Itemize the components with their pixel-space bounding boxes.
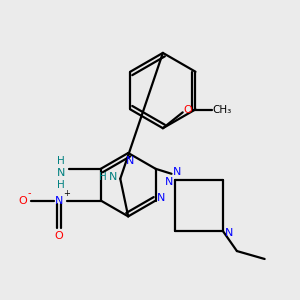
Text: N: N xyxy=(57,168,65,178)
Text: O: O xyxy=(55,231,64,241)
Text: N: N xyxy=(165,177,174,187)
Text: N: N xyxy=(173,167,181,177)
Text: H: H xyxy=(57,180,65,190)
Text: N: N xyxy=(109,172,118,182)
Text: H: H xyxy=(57,156,65,166)
Text: CH₃: CH₃ xyxy=(213,105,232,116)
Text: N: N xyxy=(225,228,233,238)
Text: O: O xyxy=(183,105,192,116)
Text: H: H xyxy=(99,172,106,182)
Text: O: O xyxy=(18,196,27,206)
Text: N: N xyxy=(126,156,134,166)
Text: -: - xyxy=(28,188,31,198)
Text: N: N xyxy=(55,196,63,206)
Text: +: + xyxy=(64,189,70,198)
Text: N: N xyxy=(156,193,165,202)
